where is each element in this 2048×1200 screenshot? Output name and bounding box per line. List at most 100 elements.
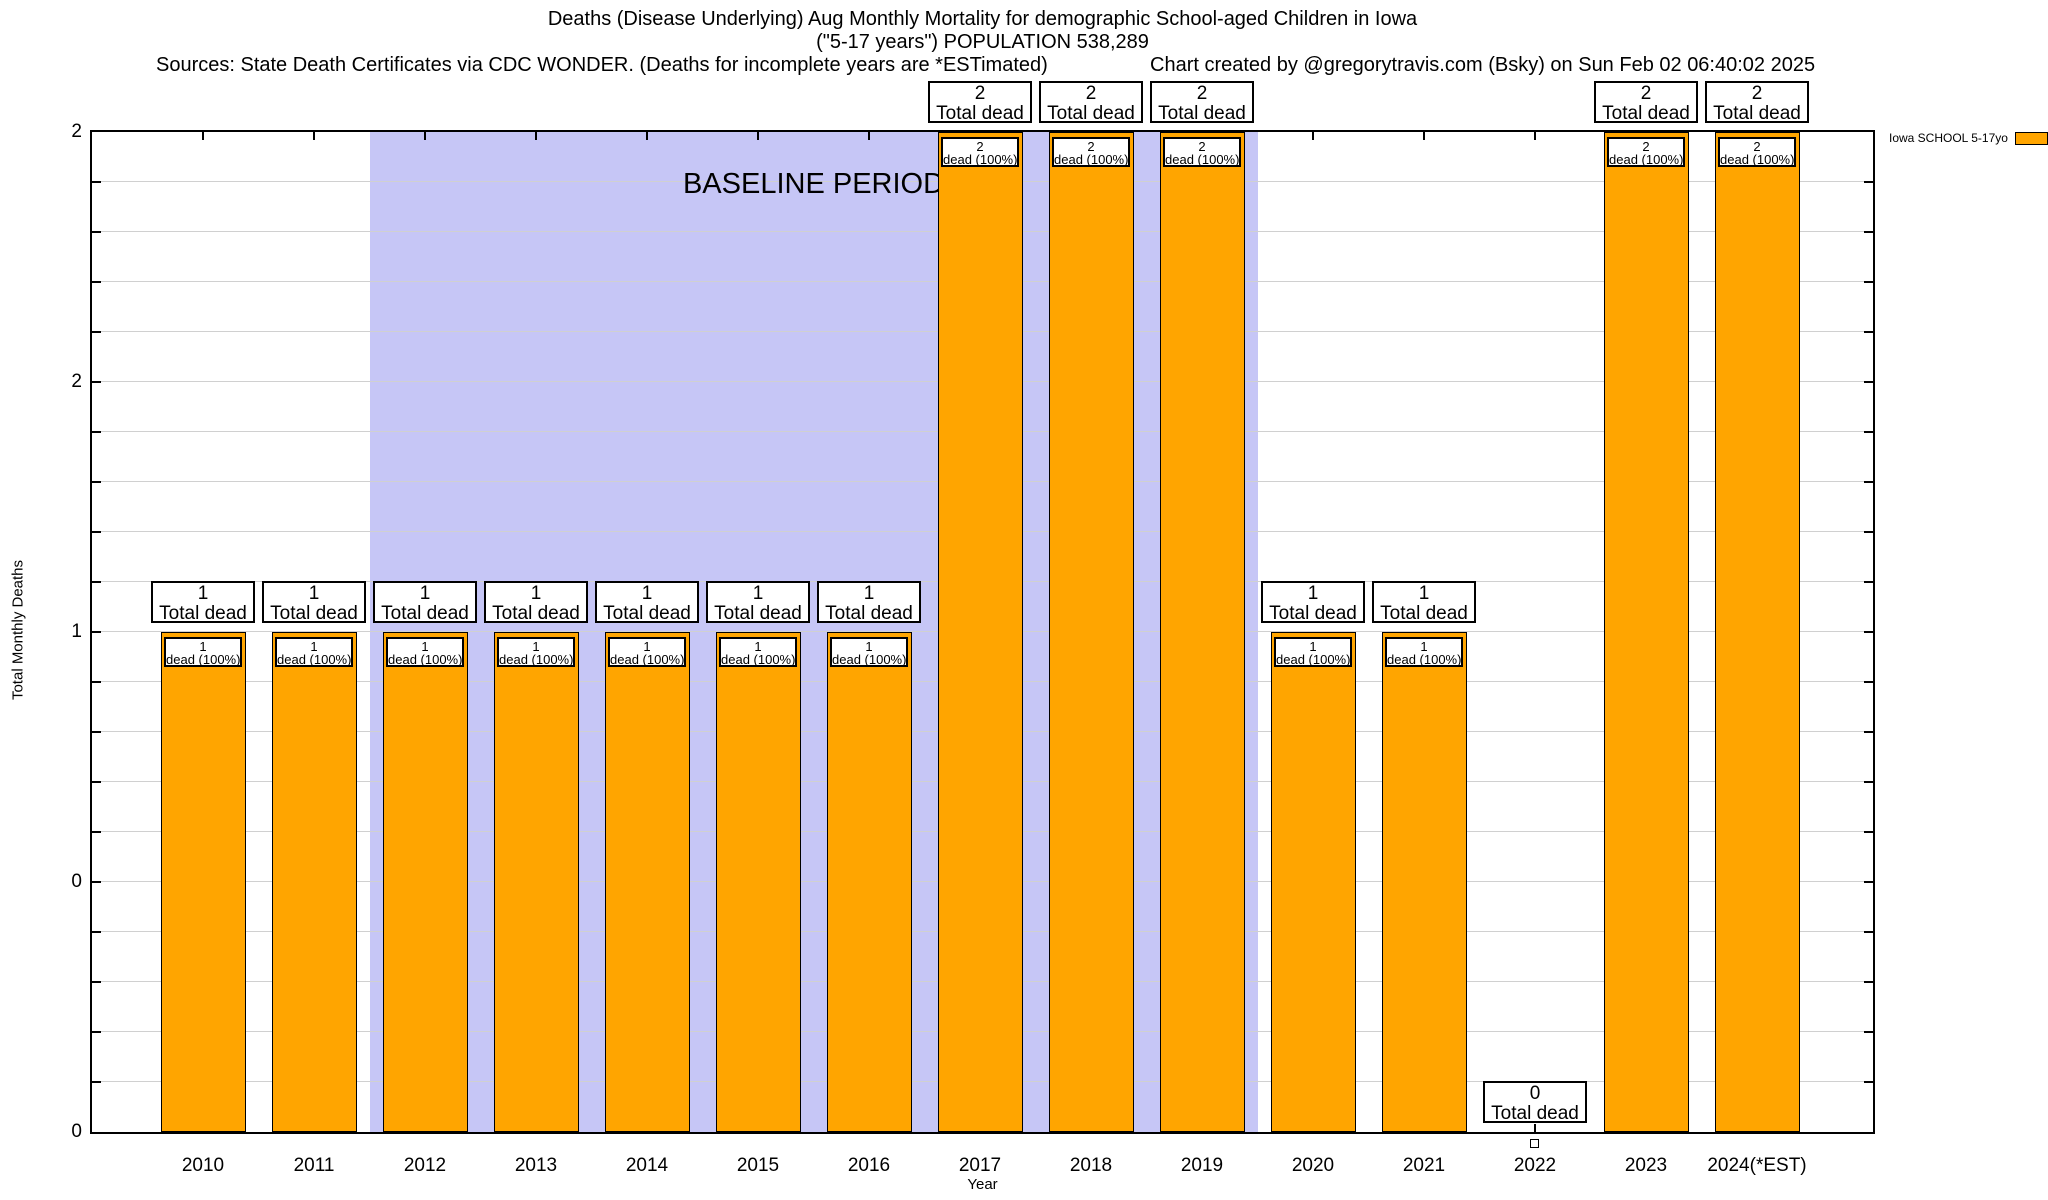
x-tick-label: 2022 <box>1513 1155 1557 1176</box>
y-axis-tick <box>1864 781 1873 783</box>
y-axis-tick <box>92 1031 101 1033</box>
bar-percent-count: 2 <box>1753 139 1761 154</box>
bar-percent-count: 1 <box>865 639 873 654</box>
x-axis-tick <box>1423 132 1425 140</box>
bar-total-text: Total dead <box>159 603 247 624</box>
bar-total-text: Total dead <box>936 103 1024 124</box>
y-axis-tick <box>92 581 101 583</box>
bar-total-box: 1 Total dead <box>373 581 477 623</box>
bar-percent-count: 1 <box>532 639 540 654</box>
bar-total-box: 1 Total dead <box>484 581 588 623</box>
bar-percent-text: dead (100%) <box>1276 652 1351 667</box>
bar-percent-box: 1 dead (100%) <box>719 637 797 667</box>
bar-total-text: Total dead <box>1713 103 1801 124</box>
y-axis-tick <box>92 181 101 183</box>
bar-total-box: 0 Total dead <box>1483 1081 1587 1123</box>
bar-total-count: 1 <box>308 583 320 604</box>
bar-percent-text: dead (100%) <box>1387 652 1462 667</box>
bar-percent-text: dead (100%) <box>832 652 907 667</box>
x-axis-tick <box>1312 132 1314 140</box>
y-axis-tick <box>92 881 101 883</box>
x-tick-label: 2012 <box>403 1155 447 1176</box>
bar-total-box: 2 Total dead <box>928 81 1032 123</box>
y-axis-tick <box>92 731 101 733</box>
bar-percent-text: dead (100%) <box>721 652 796 667</box>
chart-title: Deaths (Disease Underlying) Aug Monthly … <box>547 8 1418 30</box>
bar-percent-count: 1 <box>1420 639 1428 654</box>
bar-total-text: Total dead <box>603 603 691 624</box>
y-axis-tick <box>92 631 101 633</box>
bar-percent-text: dead (100%) <box>610 652 685 667</box>
bar-total-text: Total dead <box>270 603 358 624</box>
y-tick-label: 2 <box>71 121 82 142</box>
y-axis-tick <box>1864 1031 1873 1033</box>
x-axis-tick <box>202 132 204 140</box>
bar-percent-box: 2 dead (100%) <box>941 137 1019 167</box>
bar-total-count: 1 <box>752 583 764 604</box>
bar-percent-box: 1 dead (100%) <box>830 637 908 667</box>
bar-percent-text: dead (100%) <box>166 652 241 667</box>
x-tick-label: 2021 <box>1402 1155 1446 1176</box>
bar-total-text: Total dead <box>1491 1103 1579 1124</box>
bar <box>1270 632 1356 1132</box>
y-axis-tick <box>92 481 101 483</box>
x-axis-tick <box>535 132 537 140</box>
bar-percent-count: 2 <box>1198 139 1206 154</box>
bar-percent-box: 2 dead (100%) <box>1607 137 1685 167</box>
bar-total-box: 1 Total dead <box>817 581 921 623</box>
bar-percent-text: dead (100%) <box>1054 152 1129 167</box>
bar <box>1603 132 1689 1132</box>
y-axis-tick <box>1864 231 1873 233</box>
bar-total-text: Total dead <box>492 603 580 624</box>
legend-label: Iowa SCHOOL 5-17yo <box>1889 131 2008 145</box>
x-axis-tick <box>646 132 648 140</box>
bar <box>1714 132 1800 1132</box>
bar-percent-count: 1 <box>1309 639 1317 654</box>
bar <box>382 632 468 1132</box>
bar-percent-box: 2 dead (100%) <box>1718 137 1796 167</box>
bar <box>160 632 246 1132</box>
bar-total-box: 1 Total dead <box>262 581 366 623</box>
bar-total-box: 1 Total dead <box>151 581 255 623</box>
bar-percent-box: 1 dead (100%) <box>497 637 575 667</box>
x-axis-title: Year <box>967 1176 998 1193</box>
bar <box>271 632 357 1132</box>
bar-percent-count: 1 <box>754 639 762 654</box>
bar <box>493 632 579 1132</box>
bar-total-count: 2 <box>974 83 986 104</box>
baseline-period-label: BASELINE PERIOD <box>682 168 945 200</box>
x-tick-label: 2023 <box>1624 1155 1668 1176</box>
y-tick-label: 2 <box>71 371 82 392</box>
x-tick-label: 2018 <box>1069 1155 1113 1176</box>
y-axis-tick <box>1864 431 1873 433</box>
y-axis-tick <box>92 331 101 333</box>
y-axis-tick <box>1864 631 1873 633</box>
bar-total-text: Total dead <box>1380 603 1468 624</box>
bar-percent-count: 2 <box>1642 139 1650 154</box>
bar-total-box: 1 Total dead <box>595 581 699 623</box>
bar-percent-box: 1 dead (100%) <box>1385 637 1463 667</box>
bar <box>1381 632 1467 1132</box>
bar-percent-count: 1 <box>421 639 429 654</box>
x-tick-label: 2015 <box>736 1155 780 1176</box>
bar-total-text: Total dead <box>381 603 469 624</box>
y-axis-tick <box>92 281 101 283</box>
bar-total-count: 2 <box>1751 83 1763 104</box>
zero-marker <box>1530 1139 1539 1148</box>
bar <box>826 632 912 1132</box>
sources-note: Sources: State Death Certificates via CD… <box>156 54 1048 76</box>
y-axis-tick <box>92 531 101 533</box>
legend-swatch <box>2014 131 2048 145</box>
y-axis-tick <box>1864 281 1873 283</box>
bar-percent-box: 1 dead (100%) <box>164 637 242 667</box>
bar-total-box: 2 Total dead <box>1150 81 1254 123</box>
bar-total-box: 2 Total dead <box>1705 81 1809 123</box>
y-axis-tick <box>92 1081 101 1083</box>
bar-total-count: 0 <box>1529 1083 1541 1104</box>
bar-total-text: Total dead <box>825 603 913 624</box>
y-axis-tick <box>92 981 101 983</box>
y-axis-tick <box>1864 381 1873 383</box>
x-tick-label: 2019 <box>1180 1155 1224 1176</box>
bar-total-count: 1 <box>1418 583 1430 604</box>
bar-percent-text: dead (100%) <box>499 652 574 667</box>
